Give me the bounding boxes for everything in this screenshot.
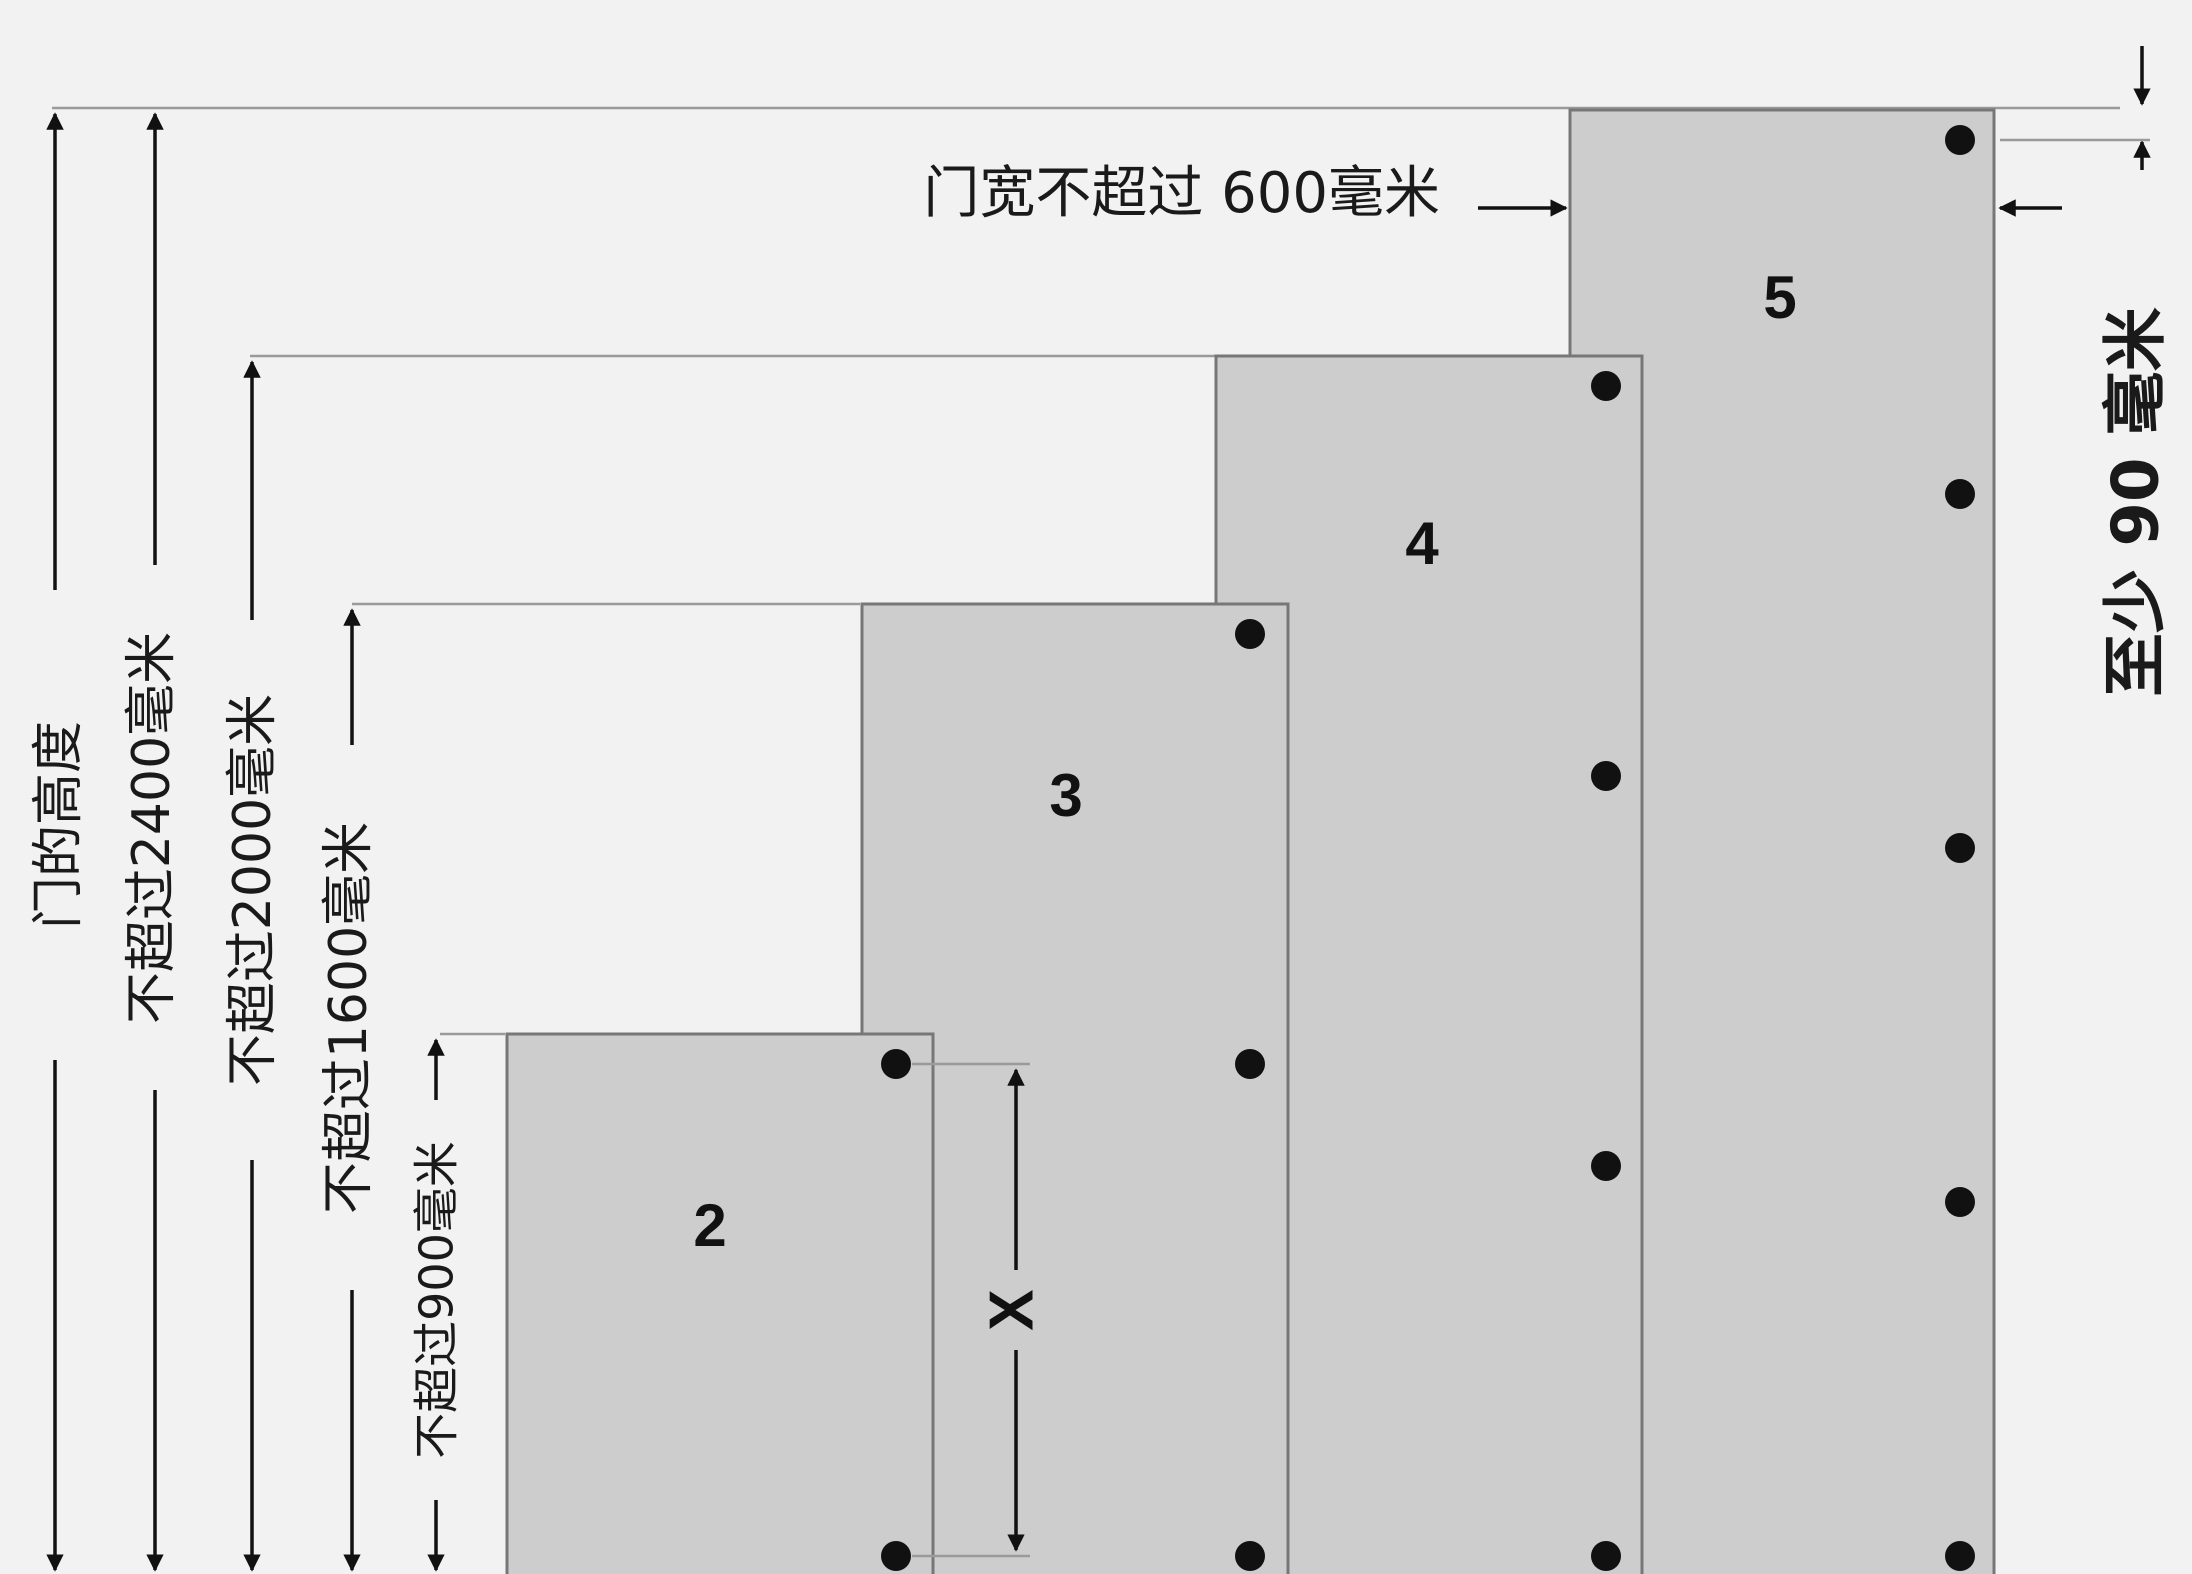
hinge-hole [881, 1049, 911, 1079]
hinge-hole [1945, 1541, 1975, 1571]
hinge-hole [1591, 1541, 1621, 1571]
hinge-hole [1591, 761, 1621, 791]
clearance-annotation: 至少 90 毫米 [2000, 46, 2174, 697]
width-annotation: 门宽不超过 600毫米 [923, 161, 2062, 226]
hinge-hole [1591, 1151, 1621, 1181]
door-5-label: 5 [1763, 264, 1796, 331]
hinge-hole [1235, 619, 1265, 649]
max-1600-label: 不超过1600毫米 [319, 822, 379, 1214]
max-900-label: 不超过900毫米 [410, 1141, 464, 1459]
max-2400-label: 不超过2400毫米 [122, 632, 182, 1024]
hinge-spacing-dimension: X [912, 1062, 1046, 1558]
max-2000-label: 不超过2000毫米 [223, 694, 283, 1086]
hinge-hole [1591, 371, 1621, 401]
door-panels: 5 4 3 2 [505, 108, 1996, 1574]
width-note: 门宽不超过 600毫米 [923, 161, 1440, 226]
hinge-hole [881, 1541, 911, 1571]
clearance-note: 至少 90 毫米 [2100, 307, 2174, 697]
door-3-label: 3 [1049, 762, 1082, 829]
door-2-label: 2 [693, 1192, 726, 1259]
hinge-hole [1235, 1049, 1265, 1079]
hinge-hole [1945, 833, 1975, 863]
hinge-hole [1945, 1187, 1975, 1217]
door-2: 2 [505, 1032, 935, 1574]
door-height-label: 门的高度 [29, 721, 89, 929]
hinge-hole [1945, 479, 1975, 509]
door-4-label: 4 [1405, 510, 1439, 577]
door-2-panel [505, 1032, 935, 1574]
height-dimensions: 门的高度 不超过2400毫米 不超过2000毫米 不超过1600毫米 不超过90… [29, 112, 464, 1572]
hinge-hole [1945, 125, 1975, 155]
spacing-x-label: X [977, 1289, 1046, 1330]
hinge-hole [1235, 1541, 1265, 1571]
extension-lines [52, 106, 2120, 1036]
